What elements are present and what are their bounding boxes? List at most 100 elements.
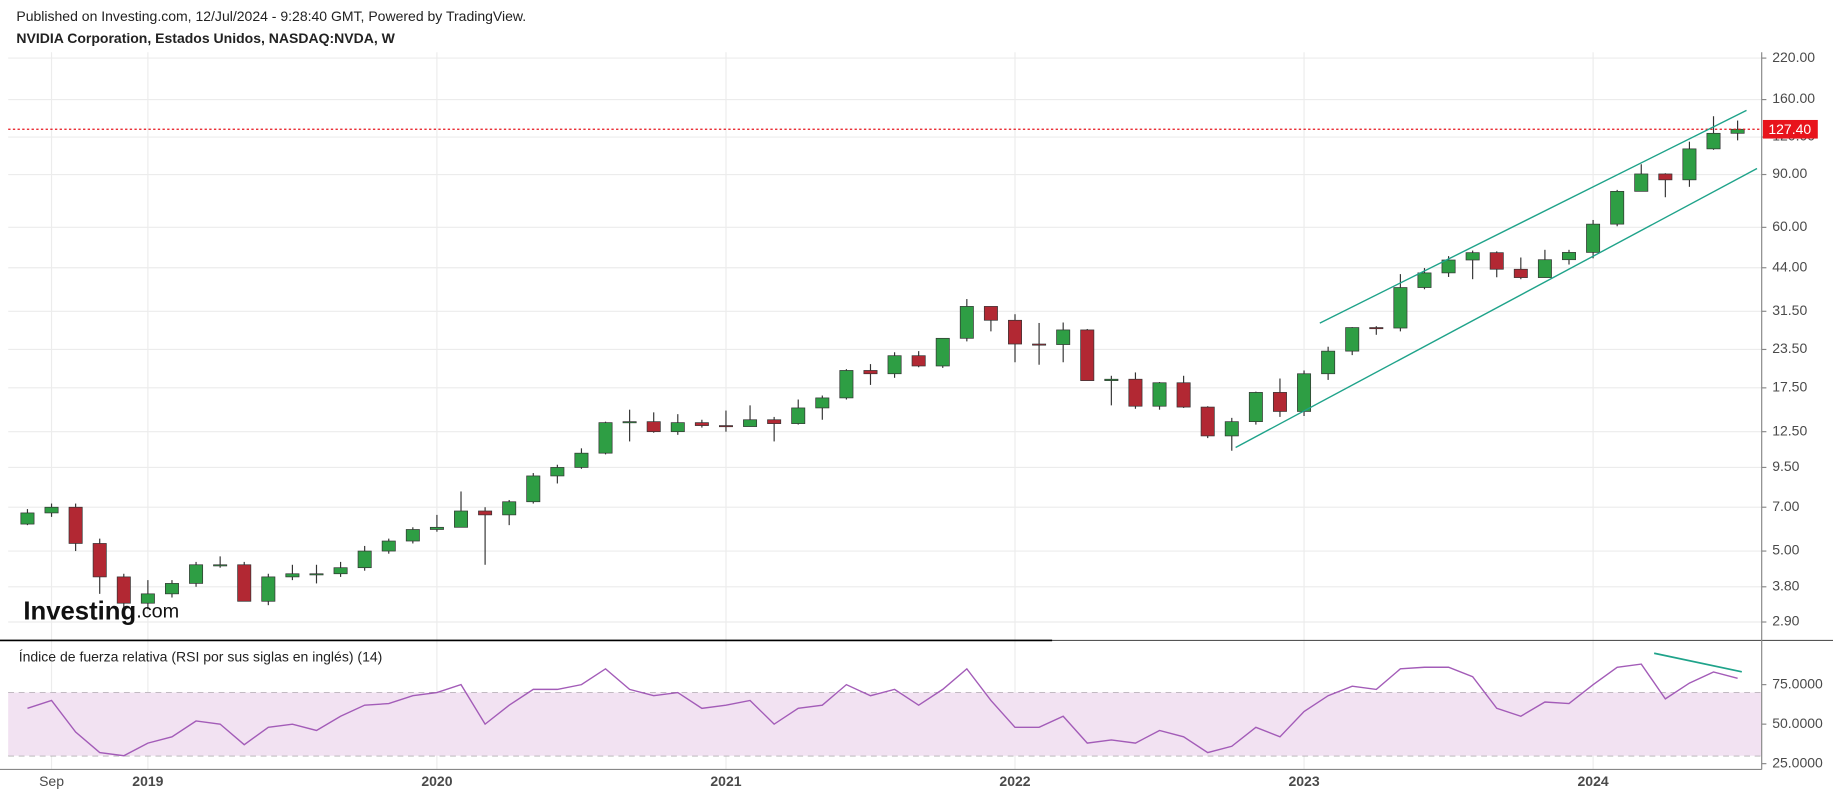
candle-body [454,510,468,528]
watermark: Investing.com [23,597,179,625]
y-tick-label: 5.00 [1772,542,1799,558]
candle-body [116,576,131,604]
candle-body [357,550,372,569]
candle-body [1272,392,1287,412]
y-tick-label: 23.50 [1772,340,1807,356]
last-price-label: 127.40 [1768,121,1811,137]
y-tick-label: 3.80 [1772,578,1799,594]
candle-body [1200,406,1215,437]
candle-body [1465,252,1480,261]
x-tick-label: 2021 [710,773,741,789]
candle-body [140,593,155,604]
candle-body [405,529,420,542]
y-tick-label: 60.00 [1772,218,1807,234]
y-tick-label: 12.50 [1772,422,1807,438]
candle-body [502,501,517,516]
candle-body [1730,128,1745,134]
candle-body [1634,173,1649,192]
candle-body [1152,382,1167,407]
candle-body [1321,350,1336,375]
candle-body [839,370,854,399]
candle-body [815,397,830,409]
candle-body [1682,148,1697,181]
x-tick-label: Sep [39,773,64,789]
candle-body [863,370,878,375]
y-tick-label: 220.00 [1772,49,1815,65]
published: Published on Investing.com, 12/Jul/2024 … [16,8,526,24]
candle-body [478,510,493,516]
candle-body [429,526,444,530]
candle-body [1056,329,1071,345]
candle-body [1586,223,1601,253]
candle-body [1537,259,1552,278]
x-tick-label: 2022 [999,773,1030,789]
y-tick-label: 75.0000 [1772,675,1823,691]
candle-body [887,355,902,375]
y-tick-label: 2.90 [1772,613,1799,629]
candle-body [1248,392,1263,423]
y-tick-label: 7.00 [1772,498,1799,514]
candle-body [1032,343,1047,346]
candle-body [1706,132,1721,150]
channel-upper [1319,109,1747,324]
candle-body [670,422,685,433]
candle-body [1008,319,1022,345]
candle-body [1417,272,1432,288]
y-tick-label: 31.50 [1772,302,1807,318]
x-tick-label: 2024 [1578,773,1609,789]
rsi-band [8,692,1762,756]
rsi-trend [1653,652,1743,673]
candle-body [598,422,613,454]
candle-body [983,306,998,321]
candle-body [911,355,926,367]
x-tick-label: 2020 [421,773,452,789]
candle-body [791,407,806,424]
candle-body [1224,421,1239,437]
candle-body [20,512,35,525]
candle-body [935,337,950,367]
watermark-brand: Investing [23,597,136,625]
candle-body [309,573,324,576]
candle-body [1080,329,1095,381]
candle-body [959,306,974,339]
y-tick-label: 44.00 [1772,258,1807,274]
candle-body [1441,259,1456,274]
candle-body [1176,382,1191,408]
candle-body [381,540,396,552]
last-price-box [1762,119,1818,139]
candle-body [1369,327,1384,330]
candle-body [68,506,83,544]
x-tick-label: 2023 [1288,773,1319,789]
candle-body [44,506,59,514]
y-tick-label: 25.0000 [1772,754,1823,770]
grid [8,52,1762,770]
candle-body [285,573,300,578]
candle-body [237,564,252,602]
candle-body [574,452,589,468]
candle-body [767,419,782,424]
candle-body [1658,173,1673,181]
y-tick-label: 9.50 [1772,458,1799,474]
candle-body [718,425,733,428]
candle-body [1610,190,1625,225]
candle-body [189,564,204,584]
y-tick-label: 160.00 [1772,90,1815,106]
watermark-suffix: .com [136,601,179,623]
candle-body [1489,252,1504,270]
candle-body [1393,287,1408,329]
y-tick-label: 17.50 [1772,379,1807,395]
rsi-title: Índice de fuerza relativa (RSI por sus s… [19,649,383,665]
marks [8,116,1762,757]
x-tick-label: 2019 [132,773,163,789]
chart-title: NVIDIA Corporation, Estados Unidos, NASD… [16,30,395,46]
y-tick-label: 50.0000 [1772,715,1823,731]
channel-lower [1235,167,1758,449]
candle-body [694,422,709,426]
candle-body [1513,268,1528,278]
candle-body [1562,252,1576,261]
candle-body [526,475,541,503]
candle-body [333,567,348,575]
